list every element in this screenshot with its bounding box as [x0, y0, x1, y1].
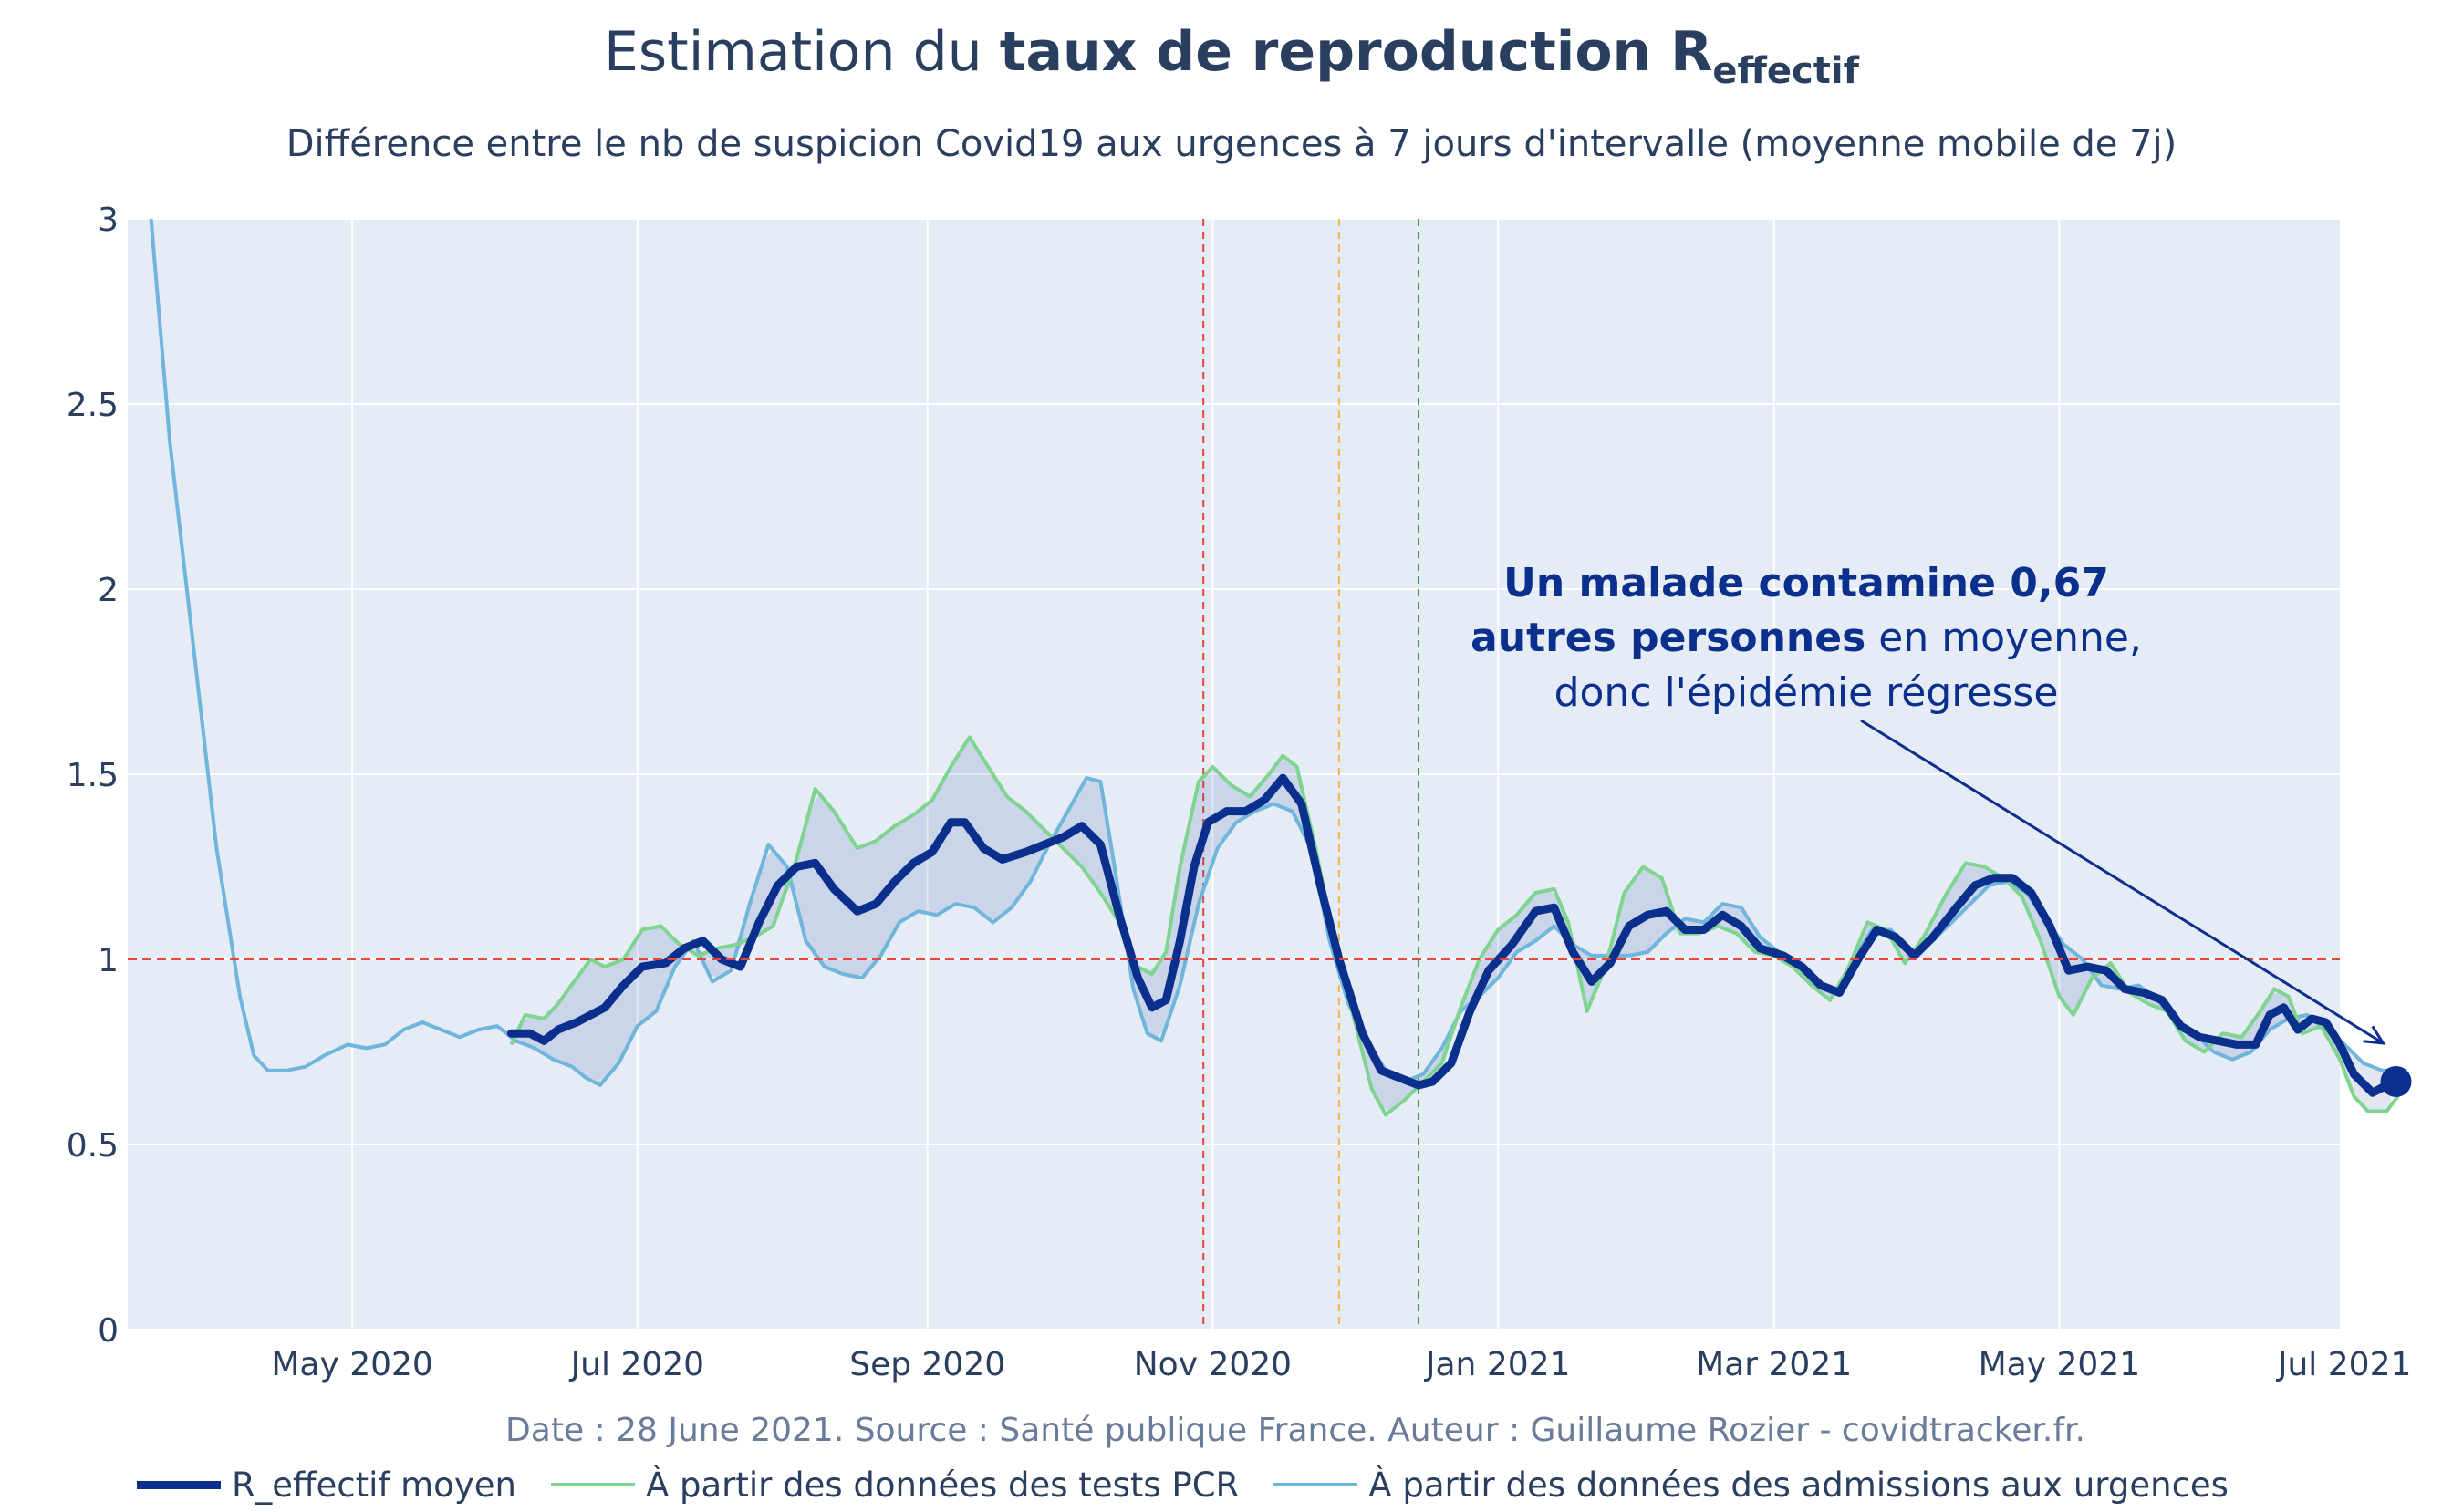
arrow-shaft [1860, 719, 2385, 1045]
legend-label-pcr: À partir des données des tests PCR [645, 1465, 1240, 1505]
annotation-arrow [1860, 719, 2386, 1045]
legend-item-mean[interactable]: R_effectif moyen [137, 1465, 516, 1505]
source-note: Date : 28 June 2021. Source : Santé publ… [505, 1412, 2085, 1449]
arrow-head [2363, 1025, 2386, 1045]
y-tick-label: 0 [98, 1312, 119, 1350]
band-fill [511, 737, 2392, 1112]
x-tick-label: Nov 2020 [1134, 1346, 1292, 1383]
last-point-marker-group [2380, 1065, 2412, 1097]
legend-swatch-urg [1273, 1483, 1358, 1486]
legend-label-mean: R_effectif moyen [232, 1465, 516, 1505]
x-tick-label: Mar 2021 [1696, 1346, 1852, 1383]
legend-swatch-pcr [550, 1483, 635, 1486]
x-tick-label: May 2020 [271, 1346, 433, 1383]
gridlines [128, 218, 2346, 1331]
y-tick-label: 1.5 [67, 757, 119, 794]
y-tick-label: 2.5 [67, 387, 119, 424]
last-point-marker [2380, 1065, 2412, 1097]
x-axis-ticks: May 2020 Jul 2020 Sep 2020 Nov 2020 Jan 2021… [271, 1346, 2411, 1383]
y-axis-ticks: 0 0.5 1 1.5 2 2.5 3 [67, 202, 119, 1350]
y-tick-label: 3 [98, 202, 119, 239]
x-tick-label: Jul 2020 [569, 1346, 705, 1383]
x-tick-label: Jul 2021 [2276, 1346, 2412, 1383]
series-mean-line [506, 773, 2400, 1097]
y-tick-label: 2 [98, 572, 119, 609]
y-tick-label: 1 [98, 942, 119, 979]
chart-subtitle: Différence entre le nb de suspicion Covi… [286, 123, 2177, 165]
legend: R_effectif moyen À partir des données de… [137, 1457, 2263, 1512]
legend-label-urg: À partir des données des admissions aux … [1368, 1465, 2229, 1505]
series-group [149, 218, 2403, 1117]
y-tick-label: 0.5 [67, 1127, 119, 1165]
x-tick-label: Jan 2021 [1424, 1346, 1571, 1383]
legend-swatch-mean [137, 1480, 221, 1489]
legend-item-urg[interactable]: À partir des données des admissions aux … [1273, 1465, 2229, 1505]
chart-title: Estimation du taux de reproduction Reffe… [604, 20, 1859, 92]
x-tick-label: Sep 2020 [849, 1346, 1005, 1383]
x-tick-label: May 2021 [1979, 1346, 2141, 1383]
range-band [511, 737, 2392, 1112]
legend-item-pcr[interactable]: À partir des données des tests PCR [550, 1465, 1240, 1505]
annotation-text: Un malade contamine 0,67 autres personne… [1471, 560, 2142, 716]
